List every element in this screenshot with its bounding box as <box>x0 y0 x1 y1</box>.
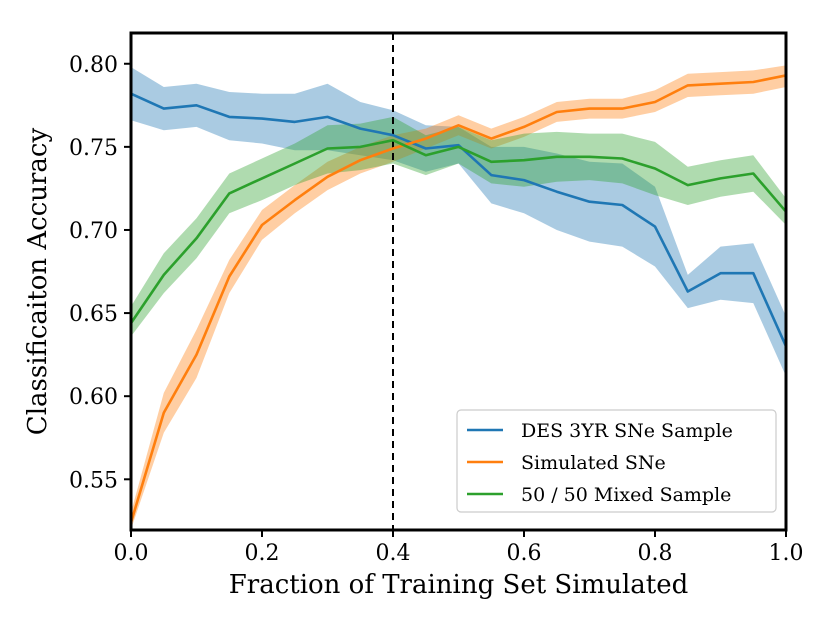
x-tick-label: 0.4 <box>376 541 411 566</box>
x-tick-label: 0.8 <box>638 541 673 566</box>
y-tick-label: 0.75 <box>69 136 118 161</box>
legend-box <box>456 409 777 513</box>
legend-label-1: DES 3YR SNe Sample <box>521 420 733 442</box>
x-tick-label: 1.0 <box>769 541 804 566</box>
y-tick-label: 0.70 <box>69 219 118 244</box>
y-axis-title: Classificaiton Accuracy <box>23 128 53 436</box>
legend-label-2: Simulated SNe <box>521 452 666 474</box>
y-axis-ticks: 0.55 0.60 0.65 0.70 0.75 0.80 <box>69 53 131 493</box>
line-series-3 <box>131 138 786 324</box>
plot-frame <box>129 31 788 532</box>
line-series-1 <box>131 92 786 347</box>
y-tick-label: 0.60 <box>69 385 118 410</box>
legend-label-3: 50 / 50 Mixed Sample <box>521 484 731 506</box>
x-axis-ticks: 0.0 0.2 0.4 0.6 0.8 1.0 <box>114 530 804 566</box>
legend: DES 3YR SNe Sample Simulated SNe 50 / 50 M… <box>456 409 777 513</box>
x-tick-label: 0.2 <box>245 541 280 566</box>
x-axis-title: Fraction of Training Set Simulated <box>229 570 689 600</box>
band-series-1 <box>131 67 786 377</box>
y-tick-label: 0.55 <box>69 468 118 493</box>
series-lines <box>131 74 786 523</box>
y-tick-label: 0.80 <box>69 53 118 78</box>
x-tick-label: 0.6 <box>507 541 542 566</box>
x-tick-label: 0.0 <box>114 541 149 566</box>
line-series-2 <box>131 74 786 523</box>
y-tick-label: 0.65 <box>69 302 118 327</box>
band-series-3 <box>131 116 786 337</box>
confidence-bands <box>131 65 786 530</box>
